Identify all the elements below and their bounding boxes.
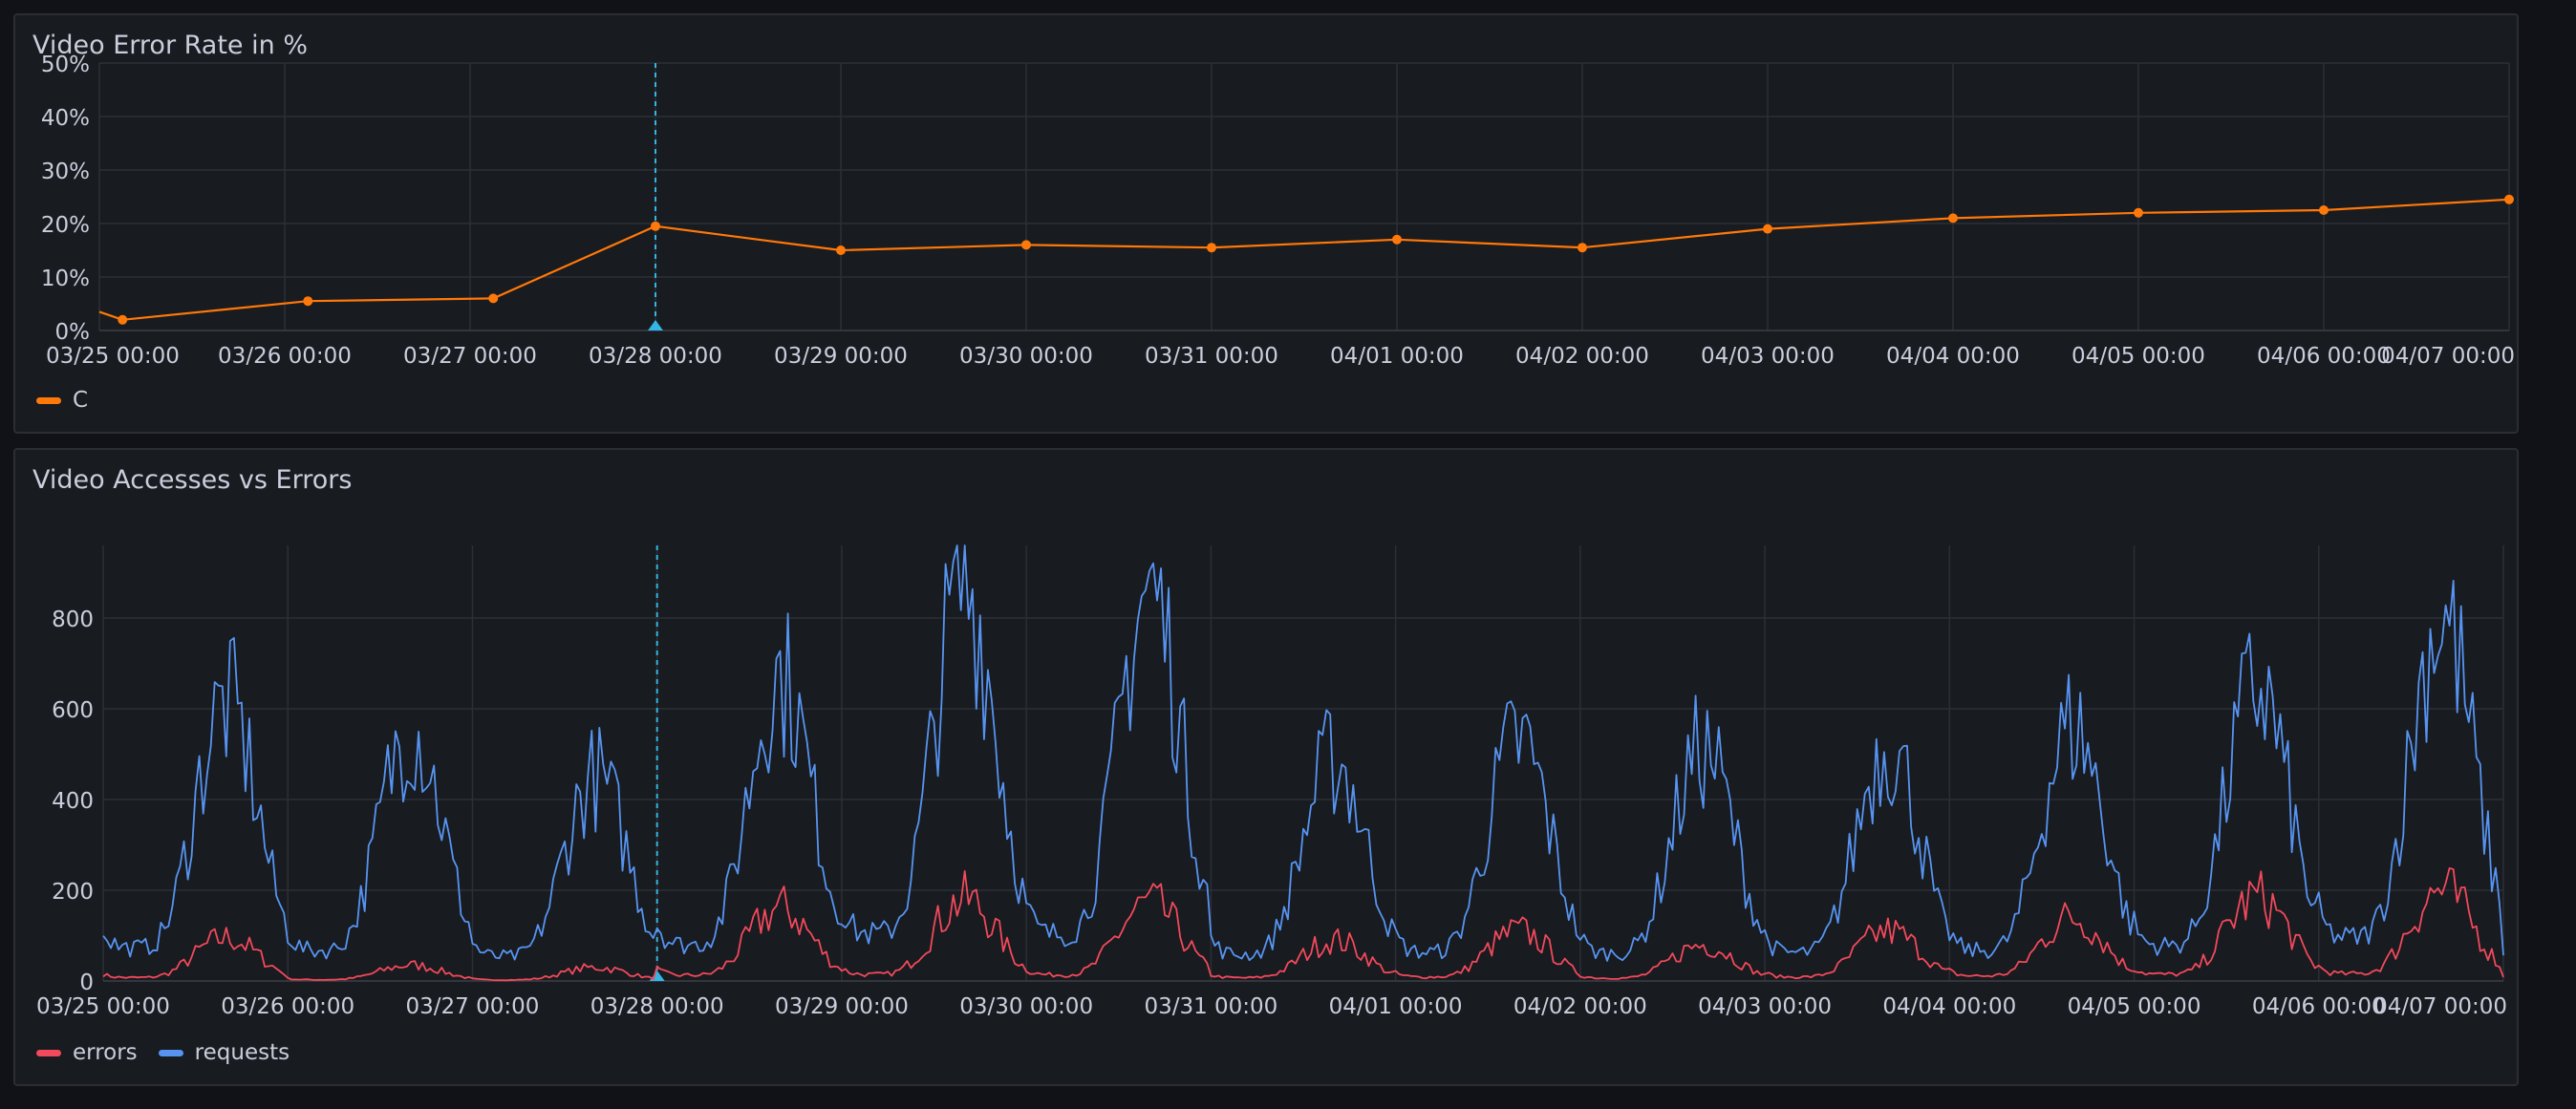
x-tick-label: 04/02 00:00 — [1515, 344, 1649, 369]
legend-swatch — [36, 396, 61, 404]
x-tick-label: 04/06 00:00 — [2257, 344, 2391, 369]
data-point — [1763, 224, 1772, 234]
x-tick-label: 03/29 00:00 — [774, 344, 908, 369]
data-point — [303, 296, 313, 307]
data-point — [118, 314, 128, 325]
y-tick-label: 20% — [41, 213, 90, 238]
error-rate-chart[interactable]: 0% 10% 20% 30% 40% 50% 03/25 00:00 03/26 00:00 0… — [15, 15, 2521, 436]
legend: errors requests — [36, 1040, 290, 1065]
x-tick-label: 04/04 00:00 — [1882, 994, 2016, 1019]
data-point — [1578, 243, 1587, 253]
x-tick-label: 04/03 00:00 — [1698, 994, 1832, 1019]
y-tick-label: 200 — [52, 880, 94, 905]
data-point — [1021, 240, 1031, 250]
x-tick-label: 03/25 00:00 — [36, 994, 170, 1019]
y-tick-label: 0 — [79, 970, 94, 995]
x-tick-label: 03/25 00:00 — [46, 344, 180, 369]
x-tick-label: 03/28 00:00 — [590, 994, 724, 1019]
x-tick-label: 04/01 00:00 — [1329, 994, 1463, 1019]
data-point — [2319, 205, 2329, 215]
x-tick-label: 03/27 00:00 — [406, 994, 540, 1019]
y-tick-label: 40% — [41, 106, 90, 131]
series-line-c — [98, 198, 2510, 321]
legend-swatch — [158, 1049, 183, 1056]
legend: C — [36, 388, 88, 413]
x-tick-label: 03/28 00:00 — [589, 344, 722, 369]
x-tick-label: 04/05 00:00 — [2068, 994, 2201, 1019]
x-tick-label: 04/07 00:00 — [2381, 344, 2515, 369]
y-tick-label: 50% — [41, 53, 90, 77]
y-tick-label: 10% — [41, 267, 90, 291]
legend-item-c[interactable]: C — [36, 388, 88, 413]
x-tick-label: 04/04 00:00 — [1886, 344, 2020, 369]
series-line-errors — [102, 866, 2504, 982]
x-tick-label: 04/05 00:00 — [2072, 344, 2205, 369]
x-tick-label: 03/26 00:00 — [221, 994, 354, 1019]
y-tick-label: 800 — [52, 608, 94, 632]
accesses-errors-chart[interactable]: 0 200 400 600 800 03/25 00:00 03/26 00:00 03/27… — [15, 450, 2521, 1088]
error-rate-panel: Video Error Rate in % 0% 10% 20% 30% 40% 50% 0… — [13, 13, 2519, 434]
legend-item-requests[interactable]: requests — [158, 1040, 290, 1065]
data-point — [2134, 207, 2143, 218]
crosshair-marker — [648, 320, 663, 331]
x-tick-label: 03/31 00:00 — [1145, 344, 1278, 369]
x-tick-label: 03/31 00:00 — [1144, 994, 1277, 1019]
y-tick-label: 30% — [41, 160, 90, 184]
x-tick-label: 04/03 00:00 — [1701, 344, 1835, 369]
data-point — [2504, 194, 2514, 204]
data-point — [1392, 234, 1402, 245]
data-point — [651, 221, 660, 231]
data-point — [1207, 243, 1216, 253]
y-tick-label: 0% — [55, 320, 91, 345]
legend-label: requests — [194, 1040, 290, 1065]
legend-swatch — [36, 1049, 61, 1056]
panel-title: Video Error Rate in % — [32, 31, 308, 60]
data-point — [836, 245, 846, 255]
crosshair-marker — [649, 970, 665, 981]
data-point — [488, 293, 499, 304]
x-tick-label: 04/02 00:00 — [1513, 994, 1647, 1019]
x-tick-label: 03/30 00:00 — [959, 994, 1093, 1019]
x-tick-label: 04/07 00:00 — [2373, 994, 2507, 1019]
panel-title: Video Accesses vs Errors — [32, 465, 353, 495]
legend-item-errors[interactable]: errors — [36, 1040, 138, 1065]
x-tick-label: 03/27 00:00 — [403, 344, 537, 369]
x-tick-label: 04/01 00:00 — [1330, 344, 1464, 369]
x-tick-label: 04/06 00:00 — [2252, 994, 2386, 1019]
accesses-vs-errors-panel: Video Accesses vs Errors 0 200 400 600 800 03… — [13, 448, 2519, 1086]
y-tick-label: 400 — [52, 789, 94, 814]
x-tick-label: 03/30 00:00 — [959, 344, 1093, 369]
x-tick-label: 03/26 00:00 — [218, 344, 352, 369]
legend-label: errors — [73, 1040, 138, 1065]
series-line-requests — [102, 544, 2504, 962]
y-tick-label: 600 — [52, 698, 94, 723]
x-tick-label: 03/29 00:00 — [775, 994, 909, 1019]
data-point — [1948, 213, 1958, 224]
legend-label: C — [73, 388, 89, 413]
